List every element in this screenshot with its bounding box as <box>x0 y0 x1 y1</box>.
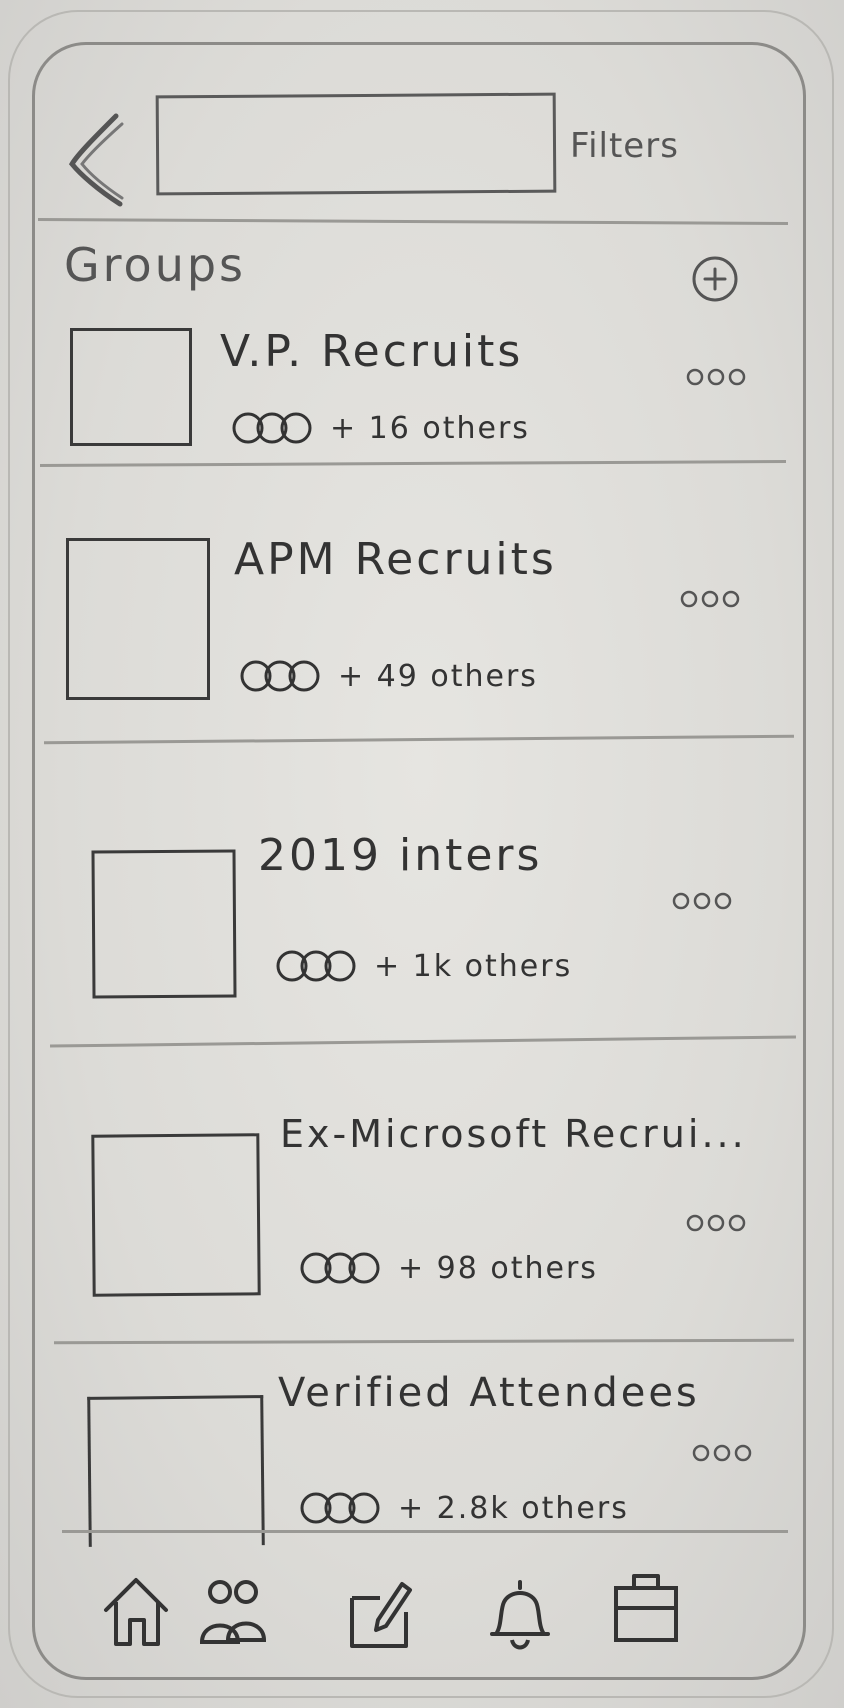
group-name: V.P. Recruits <box>220 326 524 377</box>
group-members: + 1k others <box>276 946 572 986</box>
back-arrow-icon[interactable] <box>64 112 128 208</box>
member-avatars-icon <box>300 1492 380 1524</box>
group-thumbnail <box>91 1133 261 1297</box>
group-members: + 98 others <box>300 1248 598 1288</box>
group-thumbnail <box>70 328 192 446</box>
page-title: Groups <box>64 238 247 292</box>
group-name: 2019 inters <box>258 830 543 881</box>
group-members: + 2.8k others <box>300 1488 629 1528</box>
filters-button[interactable]: Filters <box>570 126 679 166</box>
post-icon[interactable] <box>344 1572 416 1652</box>
group-thumbnail <box>87 1395 265 1547</box>
bottom-nav-divider <box>62 1530 788 1533</box>
more-options-icon[interactable] <box>670 890 734 912</box>
more-options-icon[interactable] <box>684 366 748 388</box>
home-icon[interactable] <box>100 1572 172 1652</box>
search-input[interactable] <box>155 92 557 196</box>
group-members: + 49 others <box>240 656 538 696</box>
member-avatars-icon <box>232 412 312 444</box>
group-name: APM Recruits <box>234 534 557 585</box>
more-options-icon[interactable] <box>684 1212 748 1234</box>
group-name: Verified Attendees <box>278 1370 700 1416</box>
member-avatars-icon <box>300 1252 380 1284</box>
phone-outline <box>8 10 834 1698</box>
jobs-icon[interactable] <box>610 1568 682 1648</box>
member-avatars-icon <box>276 950 356 982</box>
group-thumbnail <box>91 849 237 999</box>
member-avatars-icon <box>240 660 320 692</box>
more-options-icon[interactable] <box>690 1442 754 1464</box>
phone-screen <box>32 42 806 1680</box>
notifications-icon[interactable] <box>484 1576 556 1656</box>
add-group-icon[interactable] <box>690 254 740 304</box>
group-members: + 16 others <box>232 408 530 448</box>
groups-icon[interactable] <box>196 1572 268 1652</box>
group-name: Ex-Microsoft Recrui... <box>280 1112 747 1156</box>
more-options-icon[interactable] <box>678 588 742 610</box>
group-thumbnail <box>66 538 210 700</box>
